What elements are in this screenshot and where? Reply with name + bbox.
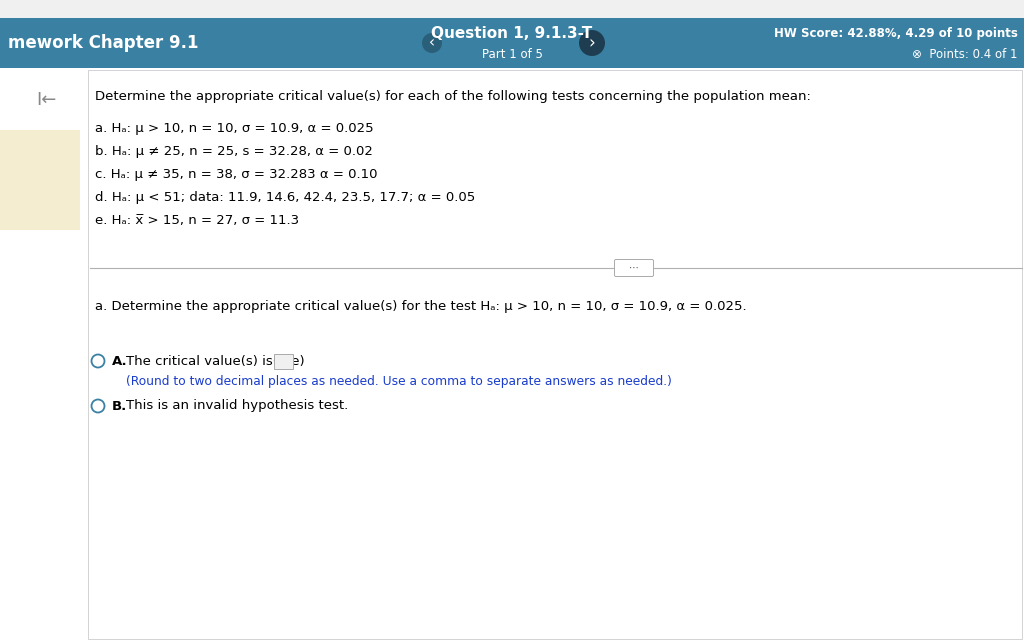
Circle shape bbox=[579, 30, 605, 56]
Circle shape bbox=[422, 33, 442, 53]
FancyBboxPatch shape bbox=[273, 353, 293, 369]
Circle shape bbox=[91, 399, 104, 413]
FancyBboxPatch shape bbox=[0, 18, 1024, 68]
Text: ⊗  Points: 0.4 of 1: ⊗ Points: 0.4 of 1 bbox=[912, 47, 1018, 60]
Text: a. Determine the appropriate critical value(s) for the test Hₐ: μ > 10, n = 10, : a. Determine the appropriate critical va… bbox=[95, 299, 746, 313]
Circle shape bbox=[91, 354, 104, 367]
Text: B.: B. bbox=[112, 399, 127, 413]
Text: A.: A. bbox=[112, 354, 128, 367]
Text: c. Hₐ: μ ≠ 35, n = 38, σ = 32.283 α = 0.10: c. Hₐ: μ ≠ 35, n = 38, σ = 32.283 α = 0.… bbox=[95, 167, 378, 181]
Text: b. Hₐ: μ ≠ 25, n = 25, s = 32.28, α = 0.02: b. Hₐ: μ ≠ 25, n = 25, s = 32.28, α = 0.… bbox=[95, 144, 373, 158]
Text: e. Hₐ: x̅ > 15, n = 27, σ = 11.3: e. Hₐ: x̅ > 15, n = 27, σ = 11.3 bbox=[95, 213, 299, 226]
Text: Determine the appropriate critical value(s) for each of the following tests conc: Determine the appropriate critical value… bbox=[95, 90, 811, 103]
Text: (Round to two decimal places as needed. Use a comma to separate answers as neede: (Round to two decimal places as needed. … bbox=[126, 374, 672, 388]
Text: HW Score: 42.88%, 4.29 of 10 points: HW Score: 42.88%, 4.29 of 10 points bbox=[774, 26, 1018, 40]
FancyBboxPatch shape bbox=[88, 70, 1022, 639]
FancyBboxPatch shape bbox=[0, 0, 1024, 18]
Text: a. Hₐ: μ > 10, n = 10, σ = 10.9, α = 0.025: a. Hₐ: μ > 10, n = 10, σ = 10.9, α = 0.0… bbox=[95, 122, 374, 135]
FancyBboxPatch shape bbox=[0, 130, 80, 230]
Text: ⋯: ⋯ bbox=[629, 263, 639, 273]
Text: This is an invalid hypothesis test.: This is an invalid hypothesis test. bbox=[126, 399, 348, 413]
Text: .: . bbox=[294, 354, 298, 367]
Text: d. Hₐ: μ < 51; data: 11.9, 14.6, 42.4, 23.5, 17.7; α = 0.05: d. Hₐ: μ < 51; data: 11.9, 14.6, 42.4, 2… bbox=[95, 190, 475, 203]
Text: mework Chapter 9.1: mework Chapter 9.1 bbox=[8, 34, 199, 52]
Text: ‹: ‹ bbox=[429, 35, 435, 51]
Text: Part 1 of 5: Part 1 of 5 bbox=[481, 47, 543, 60]
Text: Question 1, 9.1.3-T: Question 1, 9.1.3-T bbox=[431, 26, 593, 40]
Text: ›: › bbox=[589, 34, 595, 52]
FancyBboxPatch shape bbox=[0, 68, 1024, 641]
Text: The critical value(s) is(are): The critical value(s) is(are) bbox=[126, 354, 304, 367]
FancyBboxPatch shape bbox=[614, 260, 653, 276]
Text: I←: I← bbox=[36, 91, 56, 109]
